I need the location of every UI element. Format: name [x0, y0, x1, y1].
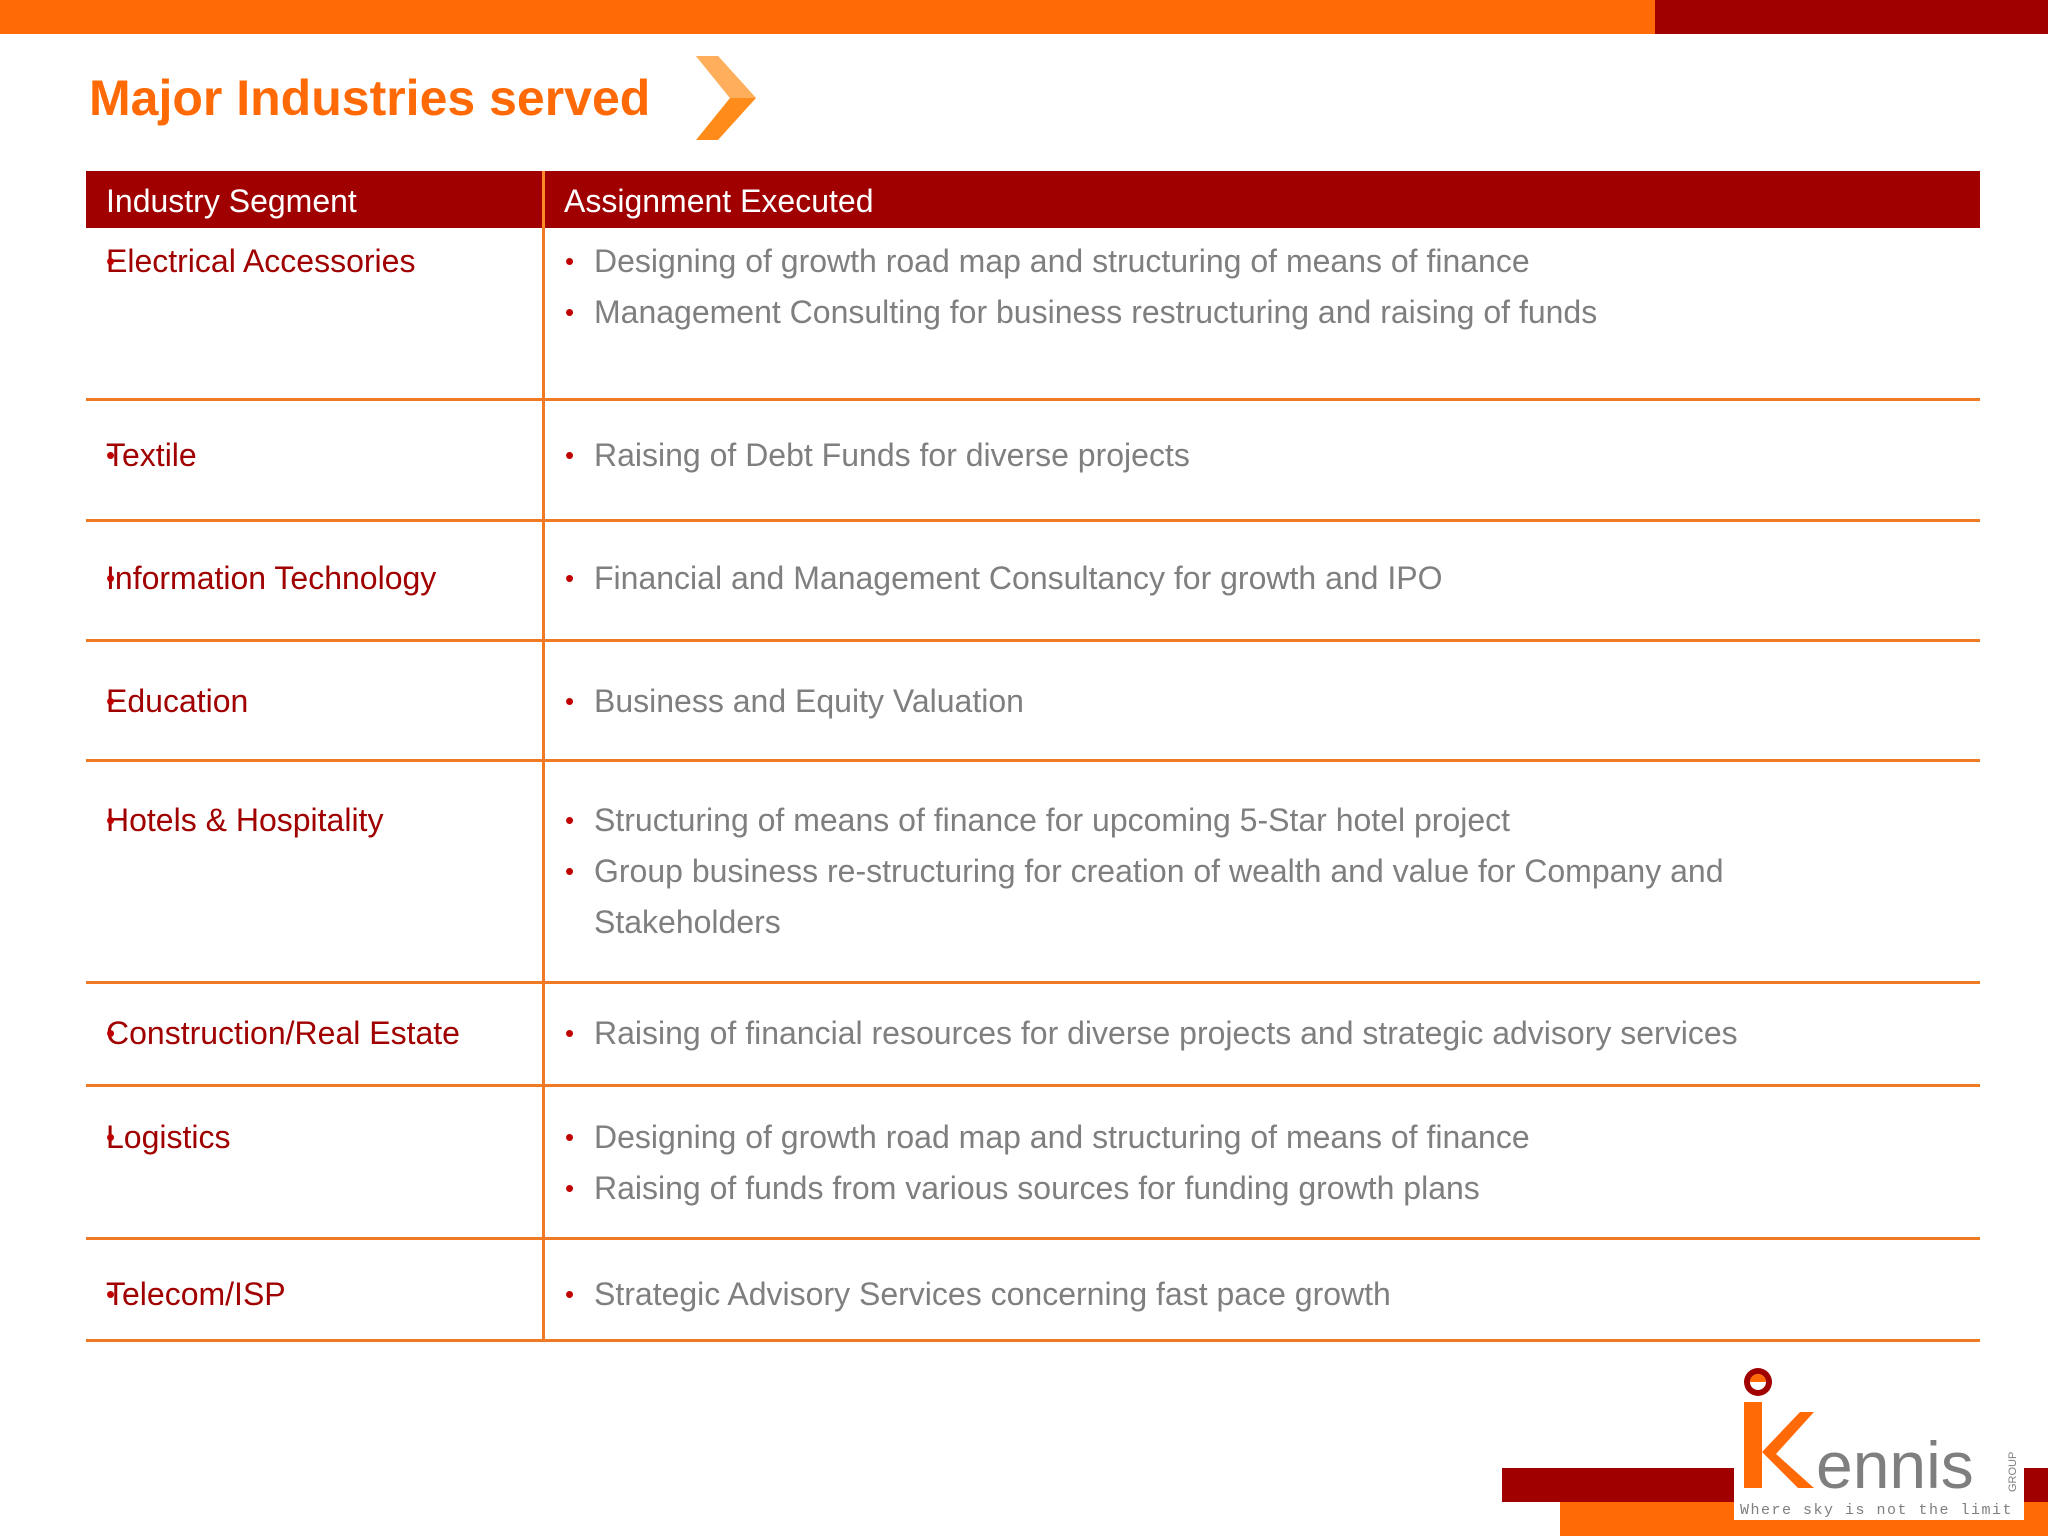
top-accent-bar-red: [1655, 0, 2048, 34]
header-assignment-executed: Assignment Executed: [564, 183, 874, 219]
industry-segment: Information Technology: [106, 553, 542, 604]
table-header: Industry Segment Assignment Executed: [86, 171, 1980, 228]
industry-segment: Education: [106, 676, 542, 727]
table-row: Logistics Designing of growth road map a…: [86, 1087, 1980, 1240]
industry-segment: Construction/Real Estate: [106, 1008, 542, 1059]
industry-segment: Logistics: [106, 1112, 542, 1163]
chevron-right-icon: [696, 56, 756, 140]
table-row: Education Business and Equity Valuation: [86, 642, 1980, 762]
svg-text:ennis: ennis: [1816, 1428, 1974, 1502]
industry-segment: Telecom/ISP: [106, 1269, 542, 1320]
industry-segment: Textile: [106, 430, 542, 481]
svg-text:GROUP: GROUP: [2007, 1452, 2019, 1492]
assignment-item: Structuring of means of finance for upco…: [565, 795, 1980, 846]
svg-text:Where sky is not the limit: Where sky is not the limit: [1740, 1502, 2013, 1519]
industries-table: Industry Segment Assignment Executed Ele…: [86, 171, 1980, 1342]
table-row: Telecom/ISP Strategic Advisory Services …: [86, 1240, 1980, 1342]
page-title: Major Industries served: [89, 70, 651, 126]
table-row: Construction/Real Estate Raising of fina…: [86, 984, 1980, 1087]
table-row: Hotels & Hospitality Structuring of mean…: [86, 762, 1980, 984]
industry-segment: Electrical Accessories: [106, 236, 542, 287]
header-industry-segment: Industry Segment: [86, 171, 545, 228]
assignment-item: Raising of funds from various sources fo…: [565, 1163, 1980, 1214]
assignment-item: Designing of growth road map and structu…: [565, 1112, 1980, 1163]
top-accent-bar-orange: [0, 0, 1655, 34]
kennis-logo: ennis GROUP Where sky is not the limit: [1734, 1364, 2024, 1520]
assignment-item: Business and Equity Valuation: [565, 676, 1980, 727]
assignment-item: Raising of financial resources for diver…: [565, 1008, 1980, 1059]
assignment-item: Raising of Debt Funds for diverse projec…: [565, 430, 1980, 481]
table-row: Information Technology Financial and Man…: [86, 522, 1980, 642]
assignment-item: Designing of growth road map and structu…: [565, 236, 1980, 287]
table-row: Electrical Accessories Designing of grow…: [86, 228, 1980, 401]
assignment-item: Management Consulting for business restr…: [565, 287, 1980, 338]
assignment-item: Group business re-structuring for creati…: [565, 846, 1825, 948]
table-row: Textile Raising of Debt Funds for divers…: [86, 401, 1980, 522]
industry-segment: Hotels & Hospitality: [106, 795, 542, 846]
assignment-item: Financial and Management Consultancy for…: [565, 553, 1980, 604]
assignment-item: Strategic Advisory Services concerning f…: [565, 1269, 1980, 1320]
